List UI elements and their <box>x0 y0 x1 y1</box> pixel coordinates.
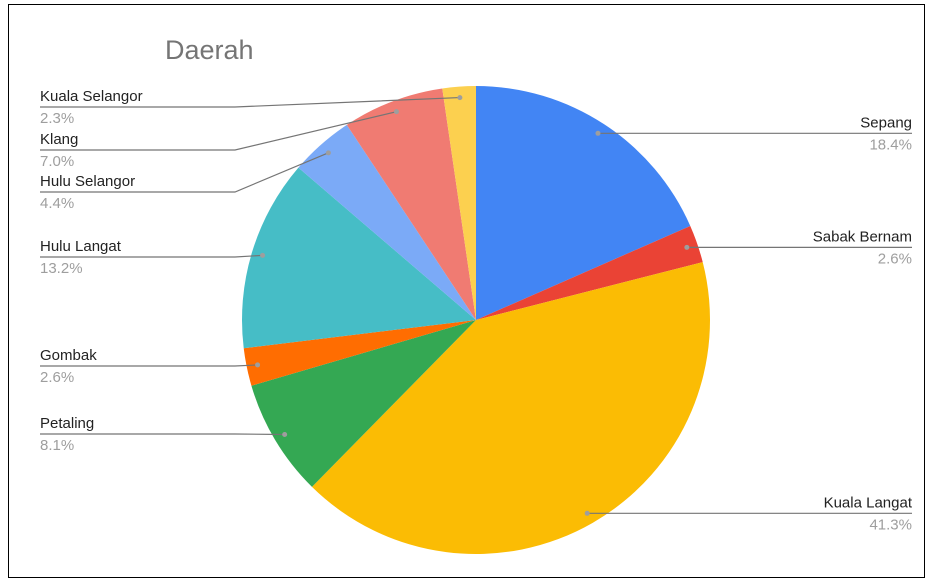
pie-slice <box>476 225 703 320</box>
slice-label: Hulu Selangor <box>40 173 135 190</box>
slice-value-label: 2.6% <box>878 250 912 267</box>
leader-line <box>40 364 258 367</box>
leader-line <box>40 96 460 108</box>
leader-dot <box>684 244 690 250</box>
slice-value-label: 18.4% <box>869 136 912 153</box>
leader-dot <box>325 150 331 156</box>
slice-label: Petaling <box>40 415 94 432</box>
pie-slice <box>442 86 476 320</box>
slice-label: Kuala Langat <box>824 494 913 511</box>
slice-value-label: 8.1% <box>40 437 74 454</box>
slice-label: Hulu Langat <box>40 238 122 255</box>
pie-slice <box>243 320 476 386</box>
leader-line <box>40 111 397 151</box>
pie-slice <box>311 262 710 555</box>
leader-line <box>40 152 329 193</box>
leader-dot <box>457 95 463 101</box>
slice-value-label: 4.4% <box>40 195 74 212</box>
leader-line <box>40 433 285 436</box>
leader-line <box>40 254 263 258</box>
pie-slice <box>298 124 476 320</box>
slice-value-label: 7.0% <box>40 153 74 170</box>
leader-dot <box>282 432 288 438</box>
pie-slice <box>346 88 476 321</box>
slice-label: Kuala Selangor <box>40 88 143 105</box>
slice-value-label: 2.3% <box>40 110 74 127</box>
slice-label: Gombak <box>40 347 97 364</box>
leader-dot <box>595 130 601 136</box>
leader-dot <box>260 252 266 258</box>
pie-slice <box>251 320 476 487</box>
slice-value-label: 2.6% <box>40 369 74 386</box>
slice-value-label: 41.3% <box>869 516 912 533</box>
slice-value-label: 13.2% <box>40 260 83 277</box>
pie-slice <box>242 167 476 349</box>
slice-label: Sabak Bernam <box>813 228 912 245</box>
slice-label: Sepang <box>860 114 912 131</box>
pie-slice <box>476 86 691 320</box>
leader-dot <box>255 362 261 368</box>
leader-dot <box>584 510 590 516</box>
slice-label: Klang <box>40 131 78 148</box>
chart-title: Daerah <box>165 35 254 65</box>
leader-dot <box>393 109 399 115</box>
